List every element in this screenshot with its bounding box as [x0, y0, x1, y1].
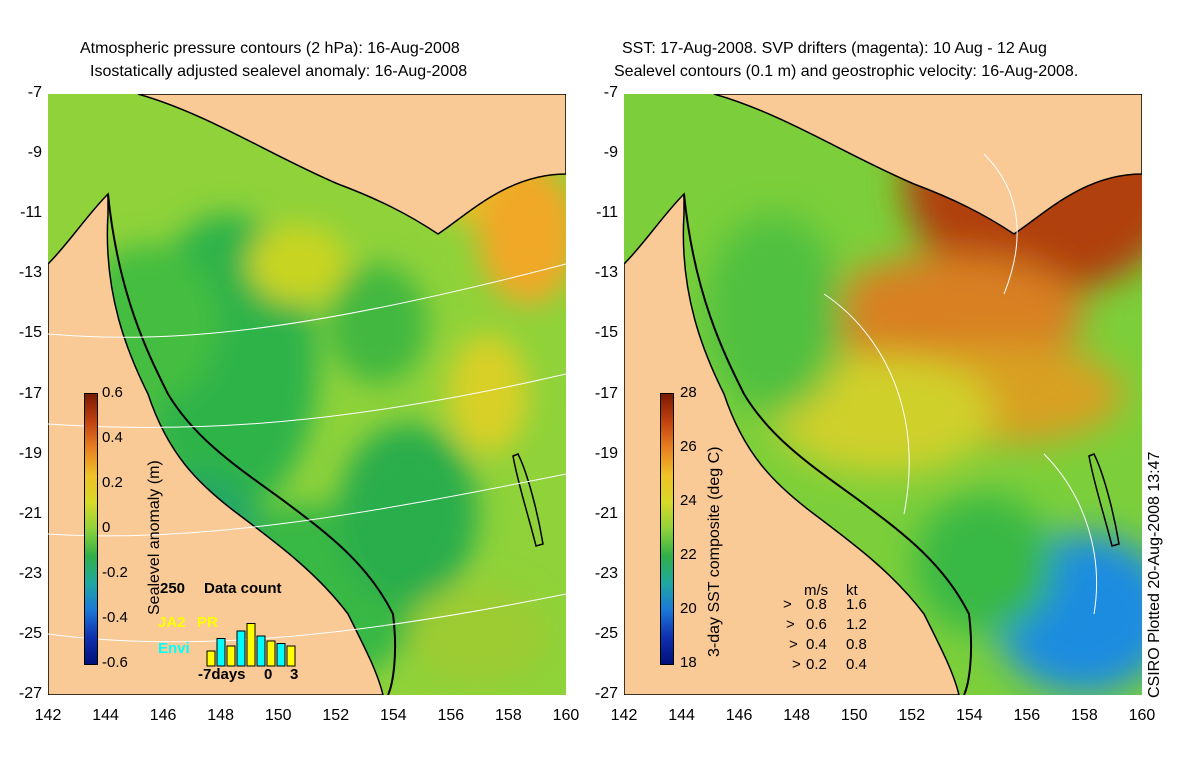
- y-tick-label: -25: [594, 624, 618, 642]
- sat-envi-label: Envi: [158, 640, 190, 657]
- legend-arrow-icon: >: [792, 656, 801, 673]
- legend-speed-kt: 1.6: [846, 596, 867, 613]
- y-tick-label: -11: [20, 204, 42, 222]
- colorbar-tick-label: 28: [680, 384, 697, 401]
- x-tick-label: 156: [1013, 707, 1041, 724]
- left-title-line2: Isostatically adjusted sealevel anomaly:…: [90, 63, 468, 80]
- data-count-value: 250: [160, 580, 186, 597]
- colorbar-tick-label: -0.4: [102, 609, 128, 626]
- legend-speed-ms: 0.4: [806, 636, 827, 653]
- y-tick-label: -21: [594, 504, 618, 522]
- sealevel-anomaly-map: [48, 94, 566, 695]
- x-tick-label: 144: [92, 707, 119, 724]
- sat-pr-label: PR: [197, 614, 218, 631]
- y-tick-label: -15: [18, 324, 42, 342]
- y-tick-label: -11: [596, 204, 618, 222]
- y-tick-label: -23: [18, 564, 42, 582]
- colorbar-tick-label: 24: [680, 492, 697, 509]
- legend-speed-kt: 0.4: [846, 656, 867, 673]
- sst-colorbar-label: 3-day SST composite (deg C): [706, 446, 723, 657]
- colorbar-tick-label: 26: [680, 438, 697, 455]
- x-tick-label: 152: [898, 707, 926, 724]
- legend-speed-ms: 0.2: [806, 656, 827, 673]
- sealevel-colorbar: [84, 393, 98, 665]
- x-tick-label: 150: [840, 707, 868, 724]
- x-tick-label: 146: [149, 707, 177, 724]
- left-title-line1: Atmospheric pressure contours (2 hPa): 1…: [80, 40, 460, 57]
- y-tick-label: -17: [18, 384, 42, 402]
- x-tick-label: 148: [783, 707, 810, 724]
- y-tick-label: -27: [594, 685, 618, 702]
- data-count-bar: [256, 635, 266, 667]
- colorbar-tick-label: 22: [680, 546, 697, 563]
- data-count-label: Data count: [204, 580, 282, 597]
- x-tick-label: 148: [207, 707, 234, 724]
- data-count-bar: [206, 650, 216, 667]
- x-tick-label: 150: [264, 707, 292, 724]
- legend-header-ms: m/s: [804, 582, 829, 599]
- data-count-inset: [206, 623, 296, 667]
- legend-header-kt: kt: [846, 582, 858, 599]
- y-tick-label: -9: [603, 144, 618, 162]
- data-count-bar: [236, 630, 246, 667]
- y-tick-label: -15: [594, 324, 618, 342]
- x-tick-label: 156: [437, 707, 465, 724]
- x-tick-label: 160: [1128, 707, 1156, 724]
- colorbar-tick-label: 0: [102, 519, 111, 536]
- x-tick-label: 158: [1071, 707, 1098, 724]
- y-tick-label: -17: [594, 384, 618, 402]
- sst-map: [624, 94, 1142, 695]
- y-tick-label: -19: [594, 444, 618, 462]
- x-tick-label: 152: [322, 707, 350, 724]
- legend-arrow-icon: >: [789, 636, 798, 653]
- days-axis-label: 3: [290, 666, 299, 683]
- legend-arrow-icon: >: [786, 616, 795, 633]
- y-tick-label: -9: [27, 144, 42, 162]
- right-title-line1: SST: 17-Aug-2008. SVP drifters (magenta)…: [622, 40, 1047, 57]
- legend-speed-kt: 1.2: [846, 616, 867, 633]
- x-tick-label: 146: [725, 707, 753, 724]
- colorbar-tick-label: 18: [680, 654, 697, 671]
- colorbar-tick-label: -0.6: [102, 654, 128, 671]
- colorbar-tick-label: 20: [680, 600, 697, 617]
- legend-speed-ms: 0.8: [806, 596, 827, 613]
- y-tick-label: -25: [18, 624, 42, 642]
- x-tick-label: 142: [610, 707, 638, 724]
- data-count-bar: [266, 640, 276, 667]
- legend-speed-ms: 0.6: [806, 616, 827, 633]
- data-count-bar: [216, 638, 226, 667]
- y-tick-label: -7: [27, 84, 42, 101]
- sat-ja2-label: JA2: [158, 614, 186, 631]
- data-count-bar: [286, 645, 296, 667]
- data-count-bar: [276, 643, 286, 667]
- legend-speed-kt: 0.8: [846, 636, 867, 653]
- x-tick-label: 154: [955, 707, 983, 724]
- y-tick-label: -13: [594, 264, 618, 282]
- colorbar-tick-label: -0.2: [102, 564, 128, 581]
- y-tick-label: -19: [18, 444, 42, 462]
- colorbar-tick-label: 0.4: [102, 429, 123, 446]
- colorbar-tick-label: 0.6: [102, 384, 123, 401]
- right-title-line2: Sealevel contours (0.1 m) and geostrophi…: [614, 63, 1079, 80]
- y-tick-label: -7: [603, 84, 618, 101]
- legend-arrow-icon: >: [783, 596, 792, 613]
- days-axis-label: 0: [264, 666, 273, 683]
- sst-colorbar: [660, 393, 674, 665]
- x-tick-label: 142: [34, 707, 62, 724]
- x-tick-label: 154: [379, 707, 407, 724]
- colorbar-tick-label: 0.2: [102, 474, 123, 491]
- y-tick-label: -27: [18, 685, 42, 702]
- y-tick-label: -23: [594, 564, 618, 582]
- x-tick-label: 160: [552, 707, 580, 724]
- days-axis-label: -7days: [198, 666, 246, 683]
- data-count-bar: [226, 645, 236, 667]
- credit-text: CSIRO Plotted 20-Aug-2008 13:47: [1146, 451, 1163, 698]
- y-tick-label: -21: [18, 504, 42, 522]
- y-tick-label: -13: [18, 264, 42, 282]
- x-tick-label: 144: [668, 707, 695, 724]
- data-count-bar: [246, 623, 256, 667]
- x-tick-label: 158: [495, 707, 522, 724]
